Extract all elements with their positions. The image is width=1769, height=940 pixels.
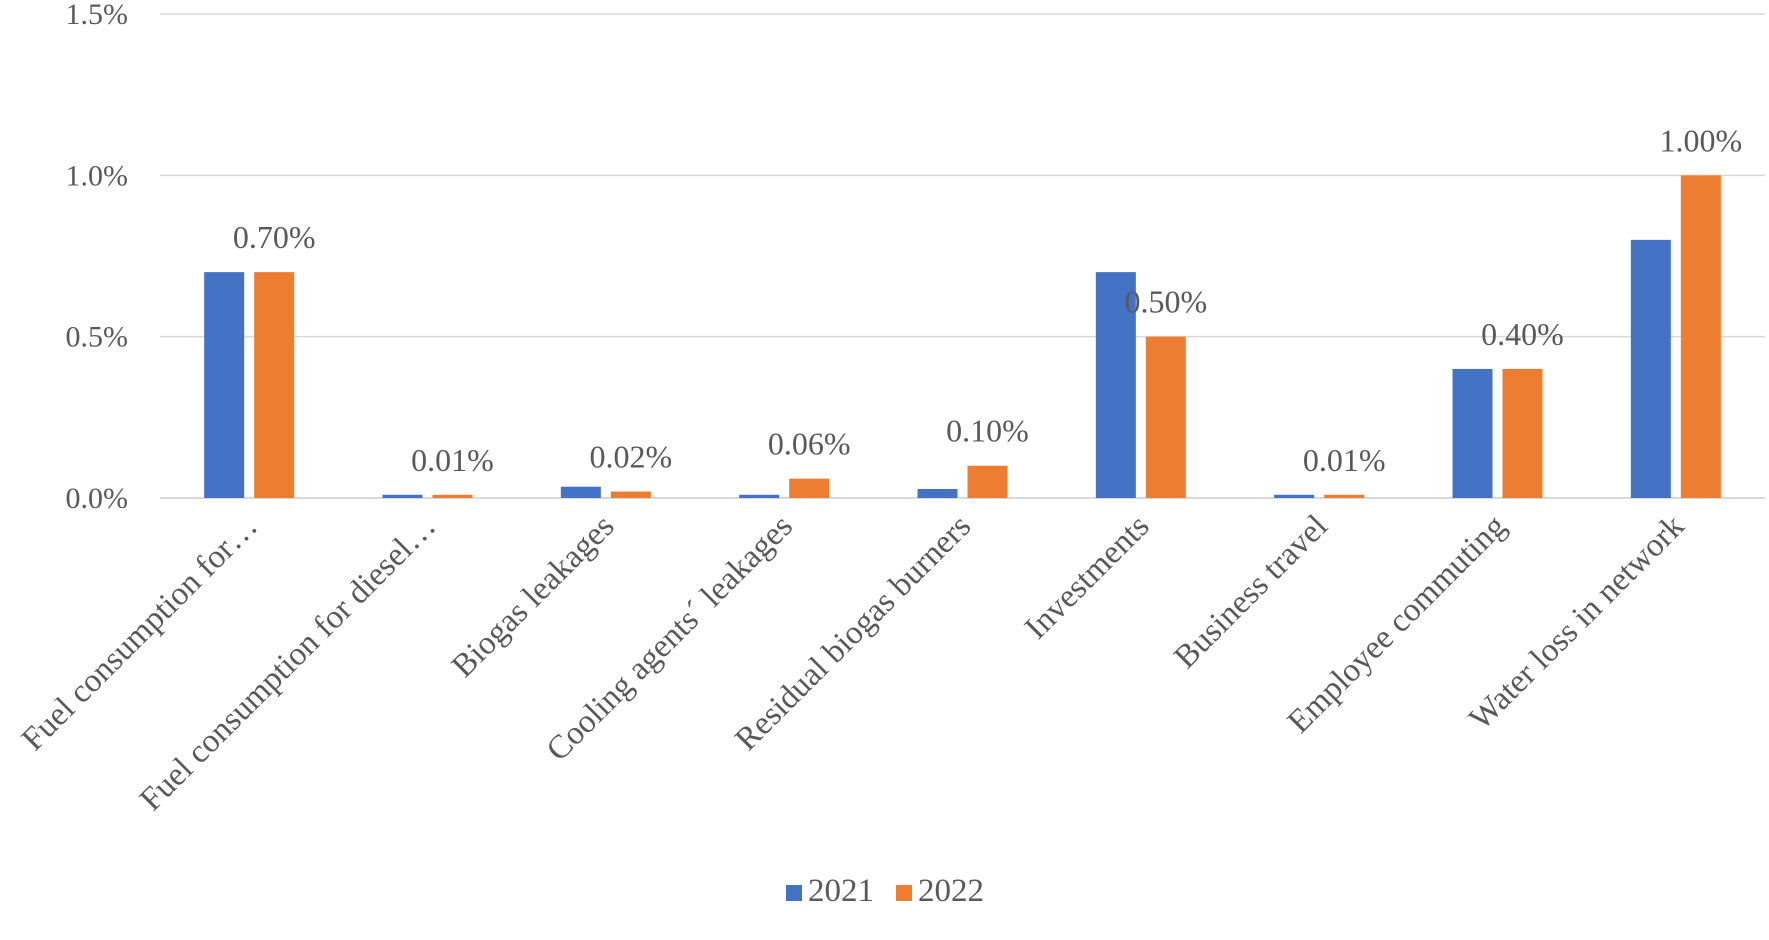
bar-2021-5 (917, 488, 958, 498)
legend-swatch-2022 (896, 885, 912, 901)
data-label-9: 1.00% (1660, 122, 1743, 158)
y-tick-label: 1.0% (66, 159, 129, 192)
data-label-8: 0.40% (1481, 316, 1564, 352)
data-label-3: 0.02% (590, 439, 673, 475)
data-label-5: 0.10% (946, 413, 1029, 449)
bar-2021-9 (1630, 239, 1671, 498)
x-category-label-2: Fuel consumption for diesel… (133, 508, 443, 818)
x-category-label-6: Investments (1018, 508, 1156, 646)
data-label-6: 0.50% (1125, 284, 1208, 320)
legend-label-2021: 2021 (808, 873, 874, 909)
bar-2021-1 (204, 272, 245, 498)
bar-2021-3 (560, 486, 601, 498)
bar-2021-6 (1095, 272, 1136, 498)
data-labels: 0.70% 0.01% 0.02% 0.06% 0.10% 0.50% 0.01% 0.40%… (233, 122, 1742, 477)
y-tick-label: 0.0% (66, 482, 129, 515)
bar-2021-4 (739, 494, 780, 498)
bar-2021-2 (382, 494, 423, 498)
bar-2022-8 (1502, 368, 1543, 498)
bar-2022-6 (1145, 336, 1186, 498)
legend-label-2022: 2022 (918, 873, 984, 909)
legend: 2021 2022 (786, 873, 984, 909)
bar-2022-3 (610, 491, 651, 498)
bar-2022-7 (1324, 494, 1365, 498)
legend-swatch-2021 (786, 885, 802, 901)
data-label-7: 0.01% (1303, 442, 1386, 478)
bars (204, 175, 1721, 499)
data-label-2: 0.01% (411, 442, 494, 478)
bar-2022-2 (432, 494, 473, 498)
data-label-1: 0.70% (233, 219, 316, 255)
bar-2021-8 (1452, 368, 1493, 498)
bar-2022-4 (789, 478, 830, 498)
gridlines (160, 13, 1765, 499)
x-category-label-7: Business travel (1167, 508, 1334, 675)
bar-2021-7 (1274, 494, 1315, 498)
y-tick-label: 1.5% (66, 0, 129, 31)
bar-2022-1 (254, 272, 295, 498)
y-axis-ticks: 0.0% 0.5% 1.0% 1.5% (66, 0, 129, 515)
bar-2022-5 (967, 465, 1008, 498)
x-axis-category-labels: Fuel consumption for…Fuel consumption fo… (15, 508, 1692, 818)
y-tick-label: 0.5% (66, 321, 129, 354)
x-category-label-3: Biogas leakages (445, 508, 621, 684)
bar-2022-9 (1680, 175, 1721, 499)
data-label-4: 0.06% (768, 426, 851, 462)
